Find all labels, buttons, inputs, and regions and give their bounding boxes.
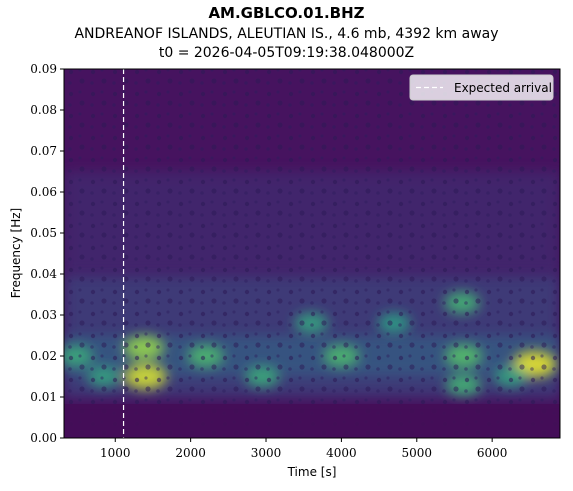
y-tick-label: 0.01	[30, 390, 57, 404]
legend: Expected arrival	[409, 74, 554, 101]
x-tick-label: 2000	[175, 446, 206, 460]
y-tick-label: 0.04	[30, 267, 57, 281]
x-axis-ticks: 1000 2000 3000 4000 5000 6000	[100, 438, 507, 460]
y-tick-label: 0.09	[30, 62, 57, 76]
x-tick-label: 3000	[251, 446, 282, 460]
plot-frame	[63, 68, 561, 439]
x-tick-label: 4000	[326, 446, 357, 460]
origin-time-subtitle: t0 = 2026-04-05T09:19:38.048000Z	[158, 45, 415, 61]
y-tick-label: 0.07	[30, 144, 57, 158]
legend-arrival-label: Expected arrival	[454, 81, 552, 95]
plot-area	[64, 69, 560, 438]
x-tick-label: 5000	[402, 446, 433, 460]
low-frequency-floor	[64, 404, 560, 438]
y-tick-label: 0.03	[30, 308, 57, 322]
y-tick-label: 0.06	[30, 185, 57, 199]
mottle-texture	[64, 69, 560, 438]
y-tick-label: 0.00	[30, 431, 57, 445]
station-title: AM.GBLCO.01.BHZ	[208, 4, 365, 22]
y-axis-ticks: 0.00 0.01 0.02 0.03 0.04 0.05 0.06 0.07 0.08 0.09	[30, 62, 64, 445]
y-tick-label: 0.02	[30, 349, 57, 363]
x-tick-label: 6000	[477, 446, 508, 460]
event-subtitle: ANDREANOF ISLANDS, ALEUTIAN IS., 4.6 mb,…	[74, 26, 499, 42]
y-tick-label: 0.08	[30, 103, 57, 117]
x-axis-label: Time [s]	[287, 465, 337, 479]
y-axis-label: Frequency [Hz]	[9, 208, 23, 299]
y-tick-label: 0.05	[30, 226, 57, 240]
x-tick-label: 1000	[100, 446, 131, 460]
legend-box	[409, 74, 554, 101]
